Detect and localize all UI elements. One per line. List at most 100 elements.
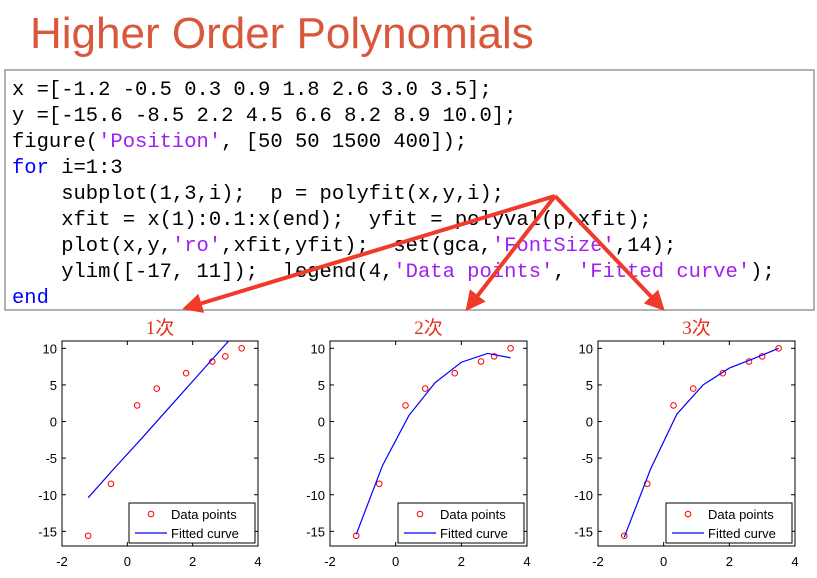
data-point [402,402,409,409]
code-line: xfit = x(1):0.1:x(end); yfit = polyval(p… [12,209,652,232]
data-point [421,385,429,392]
data-point [775,345,782,352]
data-point [689,385,697,392]
x-tick-label: 0 [660,554,667,569]
fitted-curve [87,341,230,499]
arrow [182,194,556,313]
fitted-curve [623,347,779,538]
data-point [507,345,514,352]
code-line: ylim([-17, 11]); legend(4,'Data points',… [12,261,775,284]
code-token: ,xfit,yfit); set(gca, [221,235,492,258]
y-tick-label: -5 [45,451,57,466]
chart: 3次 -2 0 2 4 -15 -10 -5 0 5 10 Data points Fitted cur… [574,317,798,569]
y-tick-label: -10 [574,488,593,503]
plot-area [620,345,782,540]
data-point [84,532,92,540]
code-token: 'ro' [172,235,221,258]
legend: Data points Fitted curve [397,502,525,544]
code-token: xfit = x(1):0.1:x(end); yfit = polyval(p… [12,209,652,232]
code-token: subplot(1,3,i); p = polyfit(x,y,i); [12,183,504,206]
legend-box [128,502,256,544]
data-point [182,369,190,377]
y-tick-label: -10 [38,488,57,503]
code-line: end [12,287,49,310]
arrow [465,194,557,312]
code-token: ); [750,261,775,284]
chart-title: 2次 [414,317,443,339]
code-token: end [12,287,49,310]
y-tick-label: 10 [311,341,325,356]
code-token: ,14); [615,235,677,258]
legend-label: Fitted curve [440,526,508,541]
y-tick-label: -15 [38,524,57,539]
data-point [451,369,459,377]
y-tick-label: 10 [43,341,57,356]
chart: 1次 -2 0 2 4 -15 -10 -5 0 5 10 Data points Fitted cur… [38,317,261,569]
slide-title: Higher Order Polynomials [30,9,534,58]
x-tick-label: 4 [254,554,261,569]
legend-box [665,502,793,544]
code-line: plot(x,y,'ro',xfit,yfit); set(gca,'FontS… [12,235,676,258]
plot-area [352,345,514,540]
code-token: for [12,157,49,180]
legend-label: Fitted curve [708,526,776,541]
y-tick-label: 0 [50,415,57,430]
legend-label: Data points [708,507,774,522]
chart-title: 3次 [682,317,711,339]
legend-swatch [416,510,424,518]
x-tick-label: 2 [458,554,465,569]
code-token: plot(x,y, [12,235,172,258]
y-tick-label: 10 [579,341,593,356]
legend-label: Fitted curve [171,526,239,541]
y-tick-label: -15 [574,524,593,539]
x-tick-label: 2 [189,554,196,569]
y-tick-label: -5 [581,451,593,466]
code-token: 'Fitted curve' [578,261,750,284]
data-point [107,480,115,488]
data-point [153,385,161,392]
legend-swatch [147,510,155,518]
data-point [620,532,628,540]
data-point [222,353,229,360]
code-line: y =[-15.6 -8.5 2.2 4.5 6.6 8.2 8.9 10.0]… [12,105,516,128]
data-point [238,345,245,352]
code-line: figure('Position', [50 50 1500 400]); [12,131,467,154]
y-tick-label: 5 [50,378,57,393]
y-tick-label: -10 [306,488,325,503]
legend: Data points Fitted curve [665,502,793,544]
code-token: , [50 50 1500 400]); [221,131,467,154]
y-tick-label: -15 [306,524,325,539]
x-tick-label: -2 [56,554,68,569]
code-token: 'Position' [98,131,221,154]
code-box [4,69,815,311]
data-point [477,358,485,365]
arrows [182,194,665,313]
chart-title: 1次 [146,317,175,339]
x-tick-label: -2 [324,554,336,569]
code-block: x =[-1.2 -0.5 0.3 0.9 1.8 2.6 3.0 3.5]; y… [12,79,775,310]
data-point [375,480,383,488]
x-tick-label: 2 [726,554,733,569]
y-tick-label: -5 [313,451,325,466]
y-tick-label: 0 [318,415,325,430]
x-tick-label: 0 [124,554,131,569]
x-tick-label: -2 [592,554,604,569]
x-tick-label: 4 [523,554,530,569]
arrow [553,194,665,311]
legend-box [397,502,525,544]
chart: 2次 -2 0 2 4 -15 -10 -5 0 5 10 Data points Fitted cur… [306,317,530,569]
code-line: subplot(1,3,i); p = polyfit(x,y,i); [12,183,504,206]
data-point [133,402,141,409]
x-tick-label: 4 [791,554,798,569]
legend-label: Data points [171,507,237,522]
code-token: y =[-15.6 -8.5 2.2 4.5 6.6 8.2 8.9 10.0]… [12,105,516,128]
code-line: for i=1:3 [12,157,123,180]
fitted-curve [355,352,511,535]
y-tick-label: 5 [586,378,593,393]
code-line: x =[-1.2 -0.5 0.3 0.9 1.8 2.6 3.0 3.5]; [12,79,492,102]
code-token: figure( [12,131,98,154]
y-tick-label: 5 [318,378,325,393]
data-point [670,402,677,409]
